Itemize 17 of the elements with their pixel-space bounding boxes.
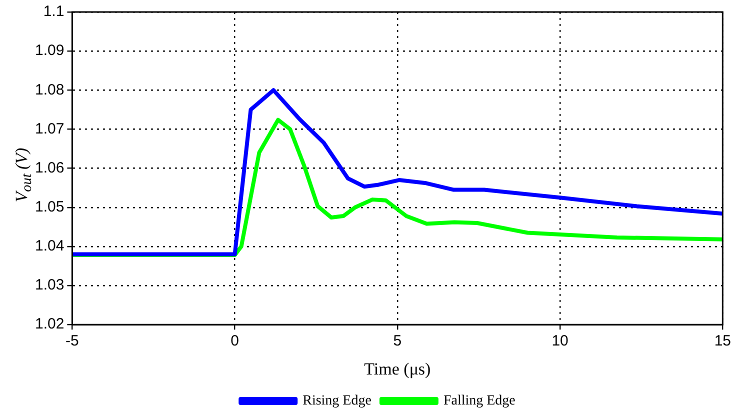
y-tick-label: 1.09	[34, 42, 64, 60]
y-tick-label: 1.05	[34, 198, 64, 216]
x-tick-label: 0	[230, 332, 239, 350]
y-tick-label: 1.08	[34, 81, 64, 98]
x-tick-label: 10	[552, 332, 568, 350]
y-tick-label: 1.02	[34, 316, 64, 333]
x-axis-title: Time (μs)	[364, 359, 431, 378]
y-tick-label: 1.07	[34, 120, 64, 138]
y-tick-label: 1.1	[43, 3, 64, 20]
x-tick-label: -5	[66, 332, 79, 350]
y-tick-label: 1.06	[34, 159, 64, 176]
y-tick-label: 1.04	[34, 238, 64, 255]
x-tick-label: 5	[393, 332, 402, 350]
legend-label: Falling Edge	[443, 394, 516, 409]
legend-label: Rising Edge	[302, 394, 372, 409]
x-tick-label: 15	[714, 332, 731, 350]
y-tick-label: 1.03	[34, 276, 64, 294]
